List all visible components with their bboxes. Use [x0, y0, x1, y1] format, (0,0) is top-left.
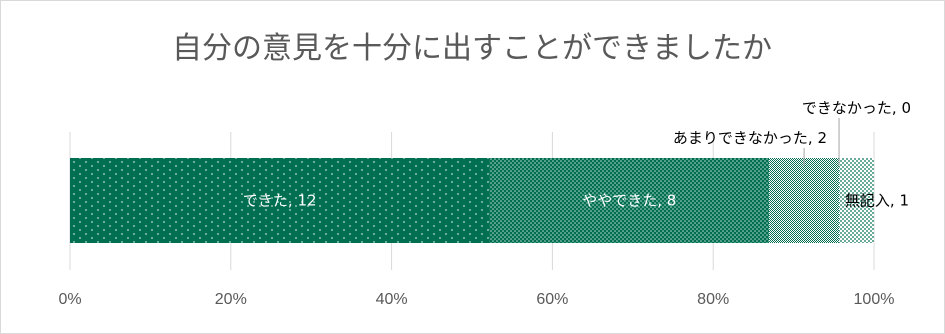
bar-segment-1 [489, 158, 770, 243]
bar-segment-2 [769, 158, 840, 243]
bar-segments [70, 158, 874, 243]
x-tick-label: 100% [854, 291, 895, 308]
x-tick-label: 80% [697, 291, 729, 308]
x-tick-label: 0% [58, 291, 81, 308]
x-axis-tick-labels: 0% 20% 40% 60% 80% 100% [58, 291, 894, 308]
bar-segment-0 [70, 158, 490, 243]
data-label: 無記入, 1 [845, 192, 909, 210]
data-label: ややできた, 8 [582, 192, 676, 210]
data-labels: できた, 12 ややできた, 8 無記入, 1 あまりできなかった, 2 できなかった,… [243, 99, 911, 210]
bar-segment-4 [839, 158, 874, 243]
data-label: できた, 12 [243, 192, 317, 210]
x-tick-label: 40% [376, 291, 408, 308]
data-label: あまりできなかった, 2 [673, 129, 827, 147]
x-tick-label: 20% [215, 291, 247, 308]
x-tick-label: 60% [536, 291, 568, 308]
leader-lines [803, 118, 840, 166]
data-label: できなかった, 0 [802, 99, 911, 117]
chart-title: 自分の意見を十分に出すことができましたか [172, 31, 772, 66]
